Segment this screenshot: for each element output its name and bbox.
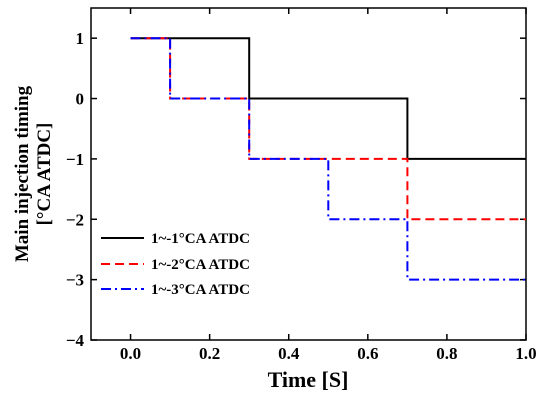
x-axis-title: Time [S] bbox=[268, 367, 349, 392]
x-tick-label: 0.2 bbox=[199, 344, 220, 363]
legend-label-2: 1~-2°CA ATDC bbox=[151, 257, 250, 273]
x-tick-label: 0.8 bbox=[436, 344, 457, 363]
series-line-1 bbox=[130, 37, 526, 160]
y-tick-label: 0 bbox=[76, 90, 85, 109]
legend-label-1: 1~-1°CA ATDC bbox=[151, 231, 250, 247]
legend: 1~-1°CA ATDC 1~-2°CA ATDC 1~-3°CA ATDC bbox=[101, 231, 250, 298]
plot-frame bbox=[90, 7, 527, 341]
x-tick-label: 0.4 bbox=[278, 344, 300, 363]
x-tick-label: 0.6 bbox=[357, 344, 378, 363]
y-tick-label: −2 bbox=[66, 210, 84, 229]
y-axis-title: Main injection timing [°CA ATDC] bbox=[12, 85, 55, 262]
y-tick-label: −4 bbox=[66, 331, 85, 350]
series-line-3 bbox=[130, 37, 526, 281]
series-lines bbox=[130, 37, 526, 281]
x-tick-label: 0.0 bbox=[120, 344, 141, 363]
y-axis-title-line1: Main injection timing bbox=[12, 85, 33, 262]
series-line-2 bbox=[130, 37, 526, 221]
y-tick-label: −1 bbox=[66, 150, 84, 169]
y-tick-label: 1 bbox=[76, 29, 85, 48]
axis-ticks: 0.0 0.2 0.4 0.6 0.8 1.0 1 0 −1 −2 −3 −4 bbox=[66, 8, 537, 363]
y-axis-title-line2: [°CA ATDC] bbox=[34, 123, 55, 226]
x-tick-label: 1.0 bbox=[515, 344, 536, 363]
y-tick-label: −3 bbox=[66, 271, 84, 290]
legend-label-3: 1~-3°CA ATDC bbox=[151, 282, 250, 298]
